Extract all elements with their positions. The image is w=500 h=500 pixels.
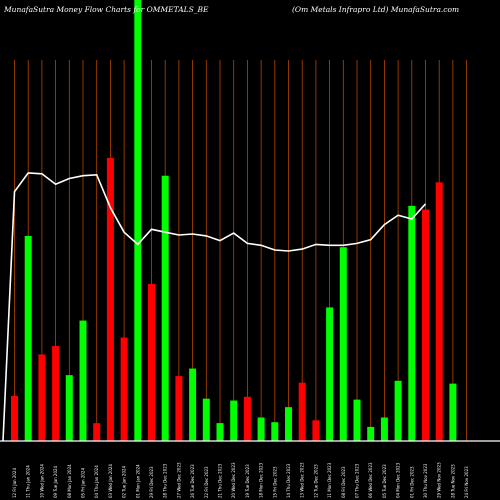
bar-up xyxy=(394,380,402,441)
x-tick-label: 27 Wed Dec 2023 xyxy=(176,462,181,498)
chart-title: MunafaSutra Money Flow Charts for OMMETA… xyxy=(4,5,209,14)
bar-down xyxy=(11,395,18,441)
bar-up xyxy=(24,235,32,441)
bar-down xyxy=(106,157,114,441)
bar-up xyxy=(339,247,347,441)
x-tick-label: 12 Fri Jan 2024 xyxy=(12,468,17,498)
bar-up xyxy=(326,307,334,441)
x-tick-label: 11 Mon Dec 2023 xyxy=(327,462,332,498)
bar-up xyxy=(380,417,388,441)
x-tick-label: 13 Wed Dec 2023 xyxy=(300,462,305,498)
x-tick-label: 08 Fri Dec 2023 xyxy=(341,466,346,498)
x-tick-label: 08 Mon Jan 2024 xyxy=(67,464,72,498)
x-tick-label: 01 Fri Dec 2023 xyxy=(409,466,414,498)
x-tick-label: 01 Mon Jan 2024 xyxy=(135,464,140,498)
x-tick-label: 28 Thu Dec 2023 xyxy=(163,463,168,498)
x-tick-label: 15 Fri Dec 2023 xyxy=(272,466,277,498)
x-tick-label: 02 Tue Jan 2024 xyxy=(122,465,127,498)
bar-up xyxy=(79,320,87,441)
bar-up xyxy=(161,175,169,441)
x-tick-label: 21 Thu Dec 2023 xyxy=(218,463,223,498)
x-tick-label: 14 Thu Dec 2023 xyxy=(286,463,291,498)
bar-up xyxy=(449,383,457,441)
x-tick-label: 29 Fri Dec 2023 xyxy=(149,466,154,498)
bar-up xyxy=(202,398,210,441)
x-tick-label: 03 Wed Jan 2024 xyxy=(108,464,113,498)
x-tick-labels: 12 Fri Jan 2024 11 Thu Jan 2024 10 Wed Jan… xyxy=(12,462,469,498)
bars xyxy=(11,0,457,441)
x-tick-label: 04 Mon Dec 2023 xyxy=(396,462,401,498)
bar-up xyxy=(134,0,142,441)
bar-up xyxy=(408,205,416,441)
bar-down xyxy=(243,396,251,441)
bar-down xyxy=(93,423,101,441)
bar-up xyxy=(65,375,73,441)
bar-down xyxy=(38,354,46,441)
x-tick-label: 22 Fri Dec 2023 xyxy=(204,466,209,498)
x-tick-label: 30 Thu Nov 2023 xyxy=(423,463,428,498)
x-tick-label: 05 Fri Jan 2024 xyxy=(81,468,86,498)
bar-up xyxy=(271,422,279,441)
x-tick-label: 09 Tue Jan 2024 xyxy=(53,465,58,498)
x-tick-label: 26 Tue Dec 2023 xyxy=(190,464,195,498)
x-tick-label: 29 Wed Nov 2023 xyxy=(437,462,442,498)
bar-up xyxy=(257,417,265,441)
x-tick-label: 20 Wed Dec 2023 xyxy=(231,462,236,498)
x-tick-label: 11 Thu Jan 2024 xyxy=(26,465,31,498)
bar-down xyxy=(52,345,60,441)
bar-down xyxy=(148,283,155,441)
bar-up xyxy=(216,423,224,441)
bar-up xyxy=(189,368,197,441)
x-tick-label: 06 Wed Dec 2023 xyxy=(368,462,373,498)
x-tick-label: 04 Thu Jan 2024 xyxy=(94,465,99,498)
bar-up xyxy=(285,407,292,441)
x-tick-label: 07 Thu Dec 2023 xyxy=(355,463,360,498)
bar-up xyxy=(230,400,238,441)
bar-down xyxy=(422,209,429,441)
bar-up xyxy=(367,426,375,441)
bar-down xyxy=(298,382,306,441)
bar-down xyxy=(435,182,443,441)
chart-subtitle: (Om Metals Infrapro Ltd) MunafaSutra.com xyxy=(292,5,460,14)
bar-down xyxy=(175,376,183,441)
x-tick-label: 18 Mon Dec 2023 xyxy=(259,462,264,498)
x-tick-label: 24 Fri Nov 2023 xyxy=(464,466,469,498)
x-tick-label: 28 Tue Nov 2023 xyxy=(450,464,455,498)
x-tick-label: 12 Tue Dec 2023 xyxy=(313,464,318,498)
bar-up xyxy=(353,399,361,441)
x-tick-label: 10 Wed Jan 2024 xyxy=(39,464,44,498)
money-flow-line xyxy=(2,172,427,442)
bar-down xyxy=(312,420,320,441)
bar-down xyxy=(120,337,128,441)
x-tick-label: 19 Tue Dec 2023 xyxy=(245,464,250,498)
x-tick-label: 05 Tue Dec 2023 xyxy=(382,464,387,498)
